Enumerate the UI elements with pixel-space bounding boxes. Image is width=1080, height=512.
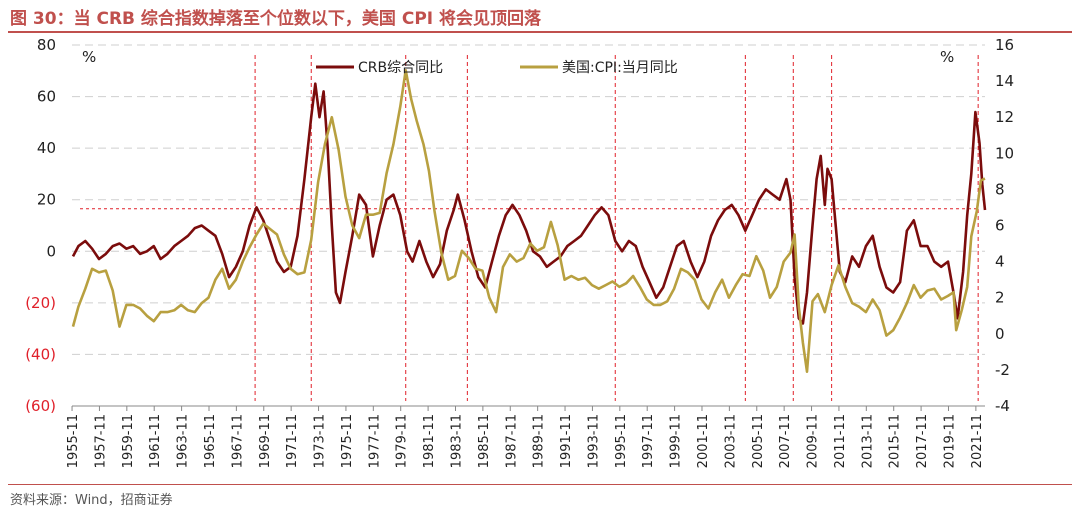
x-tick-label: 1989-11 [532, 414, 547, 468]
x-tick-label: 2013-11 [860, 414, 875, 468]
right-tick-label: -2 [995, 361, 1010, 379]
gridlines [72, 44, 985, 355]
right-tick-label: 4 [995, 253, 1005, 271]
x-tick-label: 1975-11 [340, 414, 355, 468]
x-tick-label: 1993-11 [586, 414, 601, 468]
title-divider [8, 31, 1072, 33]
series-lines [71, 69, 987, 373]
x-tick-label: 1957-11 [93, 414, 108, 468]
x-tick-label: 2021-11 [970, 414, 985, 468]
right-axis-unit: % [940, 48, 954, 66]
left-tick-label: (40) [25, 345, 56, 363]
left-tick-label: (20) [25, 294, 56, 312]
right-tick-label: -4 [995, 397, 1010, 415]
x-tick-label: 2015-11 [888, 414, 903, 468]
left-tick-label: 20 [37, 191, 56, 209]
x-tick-label: 1963-11 [176, 414, 191, 468]
right-tick-label: 10 [995, 144, 1014, 162]
x-tick-label: 2011-11 [833, 414, 848, 468]
legend-crb-label: CRB综合同比 [358, 60, 443, 76]
x-tick-label: 2017-11 [915, 414, 930, 468]
x-tick-label: 1995-11 [614, 414, 629, 468]
legend-cpi-label: 美国:CPI:当月同比 [562, 60, 678, 76]
left-axis-ticks: 80 60 40 20 0 (20) (40) (60) [25, 36, 56, 415]
x-tick-label: 1977-11 [367, 414, 382, 468]
right-tick-label: 16 [995, 36, 1014, 54]
left-tick-label: 80 [37, 36, 56, 54]
x-tick-label: 1965-11 [203, 414, 218, 468]
crb-series-line [71, 82, 987, 325]
x-tick-label: 2009-11 [806, 414, 821, 468]
cpi-series-line [71, 69, 986, 373]
x-tick-label: 2005-11 [751, 414, 766, 468]
x-tick-label: 2007-11 [778, 414, 793, 468]
right-tick-label: 2 [995, 289, 1005, 307]
x-tick-label: 1991-11 [559, 414, 574, 468]
x-tick-label: 1999-11 [669, 414, 684, 468]
source-note: 资料来源：Wind，招商证券 [10, 493, 173, 508]
x-tick-label: 2019-11 [943, 414, 958, 468]
x-tick-label: 1973-11 [313, 414, 328, 468]
legend: CRB综合同比 美国:CPI:当月同比 [316, 60, 678, 76]
left-axis-unit: % [82, 48, 96, 66]
vertical-markers [254, 55, 979, 401]
x-tick-label: 1959-11 [121, 414, 136, 468]
x-tick-label: 1981-11 [422, 414, 437, 468]
x-tick-label: 1997-11 [641, 414, 656, 468]
left-tick-label: 60 [37, 88, 56, 106]
left-tick-label: 40 [37, 139, 56, 157]
left-tick-label: 0 [46, 242, 56, 260]
x-tick-label: 1961-11 [148, 414, 163, 468]
x-tick-label: 1985-11 [477, 414, 492, 468]
x-tick-label: 1987-11 [504, 414, 519, 468]
right-tick-label: 12 [995, 108, 1014, 126]
right-tick-label: 14 [995, 72, 1014, 90]
footer-divider [8, 484, 1072, 485]
chart-title: 图 30：当 CRB 综合指数掉落至个位数以下，美国 CPI 将会见顶回落 [10, 9, 542, 29]
x-tick-label: 2001-11 [696, 414, 711, 468]
left-tick-label: (60) [25, 397, 56, 415]
x-tick-label: 1955-11 [66, 414, 81, 468]
x-axis: 1955-11 1957-11 1959-11 1961-11 1963-11 1965-… [66, 405, 985, 468]
x-tick-label: 1979-11 [395, 414, 410, 468]
right-tick-label: 6 [995, 217, 1005, 235]
right-tick-label: 8 [995, 180, 1005, 198]
x-tick-label: 1971-11 [285, 414, 300, 468]
x-tick-label: 1983-11 [450, 414, 465, 468]
x-tick-label: 1969-11 [258, 414, 273, 468]
x-tick-label: 2003-11 [723, 414, 738, 468]
right-tick-label: 0 [995, 325, 1005, 343]
x-tick-label: 1967-11 [230, 414, 245, 468]
right-axis-ticks: 16 14 12 10 8 6 4 2 0 -2 -4 [995, 36, 1014, 415]
